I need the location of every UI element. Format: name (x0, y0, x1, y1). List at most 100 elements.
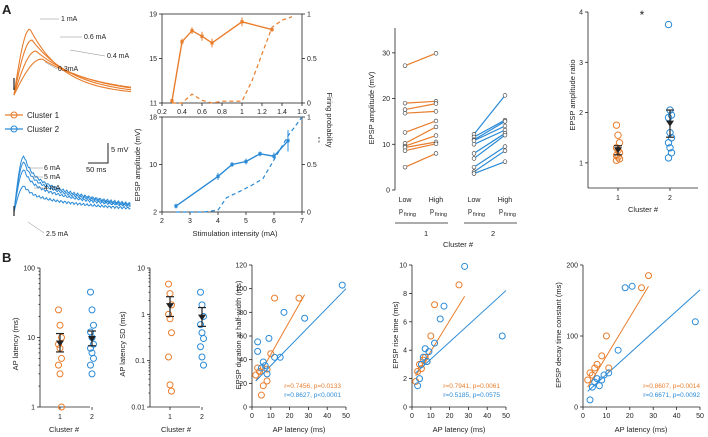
paired-line-c2 (473, 150, 506, 173)
paired-point-c1-high (433, 101, 439, 106)
intensity-y2label: Firing probability (325, 92, 334, 147)
paired-point-c1-low (402, 107, 408, 112)
risetime-point-c2 (423, 358, 431, 366)
latency-point-c1 (56, 321, 64, 329)
halfwidth-point-c2 (301, 314, 309, 322)
latency-sd-point-c1 (166, 290, 174, 298)
risetime-ytick-label: 6 (403, 319, 407, 326)
decay-fit-c1 (587, 286, 649, 388)
decay-xtick-label: 40 (673, 413, 681, 420)
halfwidth-point-c2 (271, 353, 279, 361)
intensity-top-prob-line (172, 16, 293, 104)
paired-point-c2-high (502, 132, 508, 138)
scale-bar-voltage: 5 mV (111, 145, 129, 154)
halfwidth-xtick-label: 50 (342, 413, 350, 420)
paired-ytick-label: 0 (386, 188, 390, 195)
paired-p-subscript: firing (473, 212, 485, 218)
risetime-point-c2 (425, 348, 433, 356)
decay-point-c2 (621, 284, 629, 292)
paired-line-c1 (404, 152, 437, 168)
halfwidth-point-c2 (263, 370, 271, 378)
decay-fit-c2 (587, 289, 701, 392)
latency-sd-point-c2 (197, 288, 204, 296)
paired-line-c1 (404, 120, 437, 133)
intensity-top-amp-line (171, 21, 273, 101)
latency-sd-point-c2 (200, 335, 207, 343)
intensity-bottom-xtick-label: 7 (300, 218, 304, 225)
trace-label-c1-3: 0.3mA (58, 66, 79, 73)
risetime-point-c1 (431, 301, 439, 309)
paired-point-c1-high (433, 109, 439, 114)
trace-label-c1-2: 0.4 mA (107, 53, 130, 60)
paired-line-c1 (404, 141, 437, 149)
risetime-xtick-label: 30 (465, 413, 473, 420)
latency-point-c2 (87, 361, 94, 369)
chart-amplitude-ratio: EPSP amplitude ratio Cluster # * 1 2 3 4 1 2 (568, 8, 698, 214)
trace-leader-c2-3 (27, 221, 45, 234)
intensity-top-xtick-label: 0.8 (217, 109, 227, 116)
decay-point-c1 (605, 364, 613, 372)
paired-point-c1-low (402, 63, 408, 68)
intensity-top-frame (161, 13, 303, 104)
risetime-xtick-label: 10 (427, 413, 435, 420)
trace-leader-c1-3 (44, 61, 58, 70)
halfwidth-xtick-label: 0 (250, 413, 254, 420)
ratio-point-c2 (664, 139, 673, 147)
paired-point-c1-low (402, 130, 408, 135)
intensity-bottom-y2tick-label: 0.5 (307, 162, 317, 169)
halfwidth-ytick-label: 120 (235, 263, 247, 270)
intensity-bottom-prob-line (176, 116, 303, 213)
intensity-top-amp-point (170, 99, 174, 103)
paired-point-c2-low (471, 164, 477, 170)
risetime-point-c2 (440, 302, 448, 310)
latency-sd-point-c1 (166, 381, 174, 389)
ratio-mean-marker (666, 120, 674, 127)
risetime-point-c1 (421, 353, 429, 361)
latency-sd-point-c2 (197, 343, 204, 351)
latency-point-c2 (87, 288, 94, 296)
decay-xtick-label: 30 (649, 413, 657, 420)
paired-point-c1-high (433, 141, 439, 147)
latency-mean-marker (56, 340, 64, 347)
paired-p-label: p (499, 208, 503, 215)
ratio-ytick-label: 4 (579, 10, 583, 17)
decay-xtick-label: 0 (581, 413, 585, 420)
paired-line-c1 (404, 143, 437, 152)
intensity-top-amp-point (270, 27, 274, 32)
halfwidth-ytick-label: 20 (239, 381, 247, 388)
latency-ytick-label: 100 (23, 266, 35, 273)
paired-p-label: p (399, 208, 403, 215)
significance-marker: * (640, 8, 645, 22)
halfwidth-point-c2 (338, 281, 346, 289)
paired-line-c2 (473, 132, 506, 154)
decay-ylabel: EPSP decay time constant (ms) (554, 282, 563, 388)
decay-point-c1 (638, 284, 645, 292)
latency-sd-point-c1 (165, 353, 172, 361)
risetime-point-c2 (417, 360, 425, 368)
risetime-xtick-label: 0 (410, 413, 414, 420)
latency-point-c1 (56, 370, 64, 378)
decay-xlabel: AP latency (ms) (615, 425, 668, 434)
halfwidth-xtick-label: 40 (323, 413, 331, 420)
halfwidth-point-c2 (259, 358, 267, 366)
intensity-bottom-ytick-label: 10 (149, 162, 157, 169)
ratio-mean-marker (614, 147, 622, 154)
intensity-bottom-ytick-label: 18 (149, 115, 157, 122)
paired-xtick-label: Low (399, 197, 413, 204)
chart-ap-latency: AP latency (ms) Cluster # 1 10 100 1 2 (11, 266, 97, 434)
ratio-ytick-label: 3 (579, 60, 583, 67)
paired-line-c1 (404, 52, 437, 67)
latency-point-c1 (58, 354, 65, 362)
latency-sd-xlabel: Cluster # (161, 425, 192, 434)
paired-point-c2-low (471, 142, 477, 147)
paired-p-subscript: firing (504, 212, 516, 218)
halfwidth-point-c1 (259, 382, 267, 390)
trace-c2-3 (13, 185, 131, 213)
intensity-bottom-xtick-label: 2 (160, 218, 164, 225)
latency-sd-mean-marker (166, 303, 174, 310)
paired-line-c2 (473, 146, 506, 168)
paired-line-c1 (404, 100, 437, 104)
latency-sd-point-c2 (198, 329, 206, 337)
trace-c2-1 (13, 161, 131, 213)
